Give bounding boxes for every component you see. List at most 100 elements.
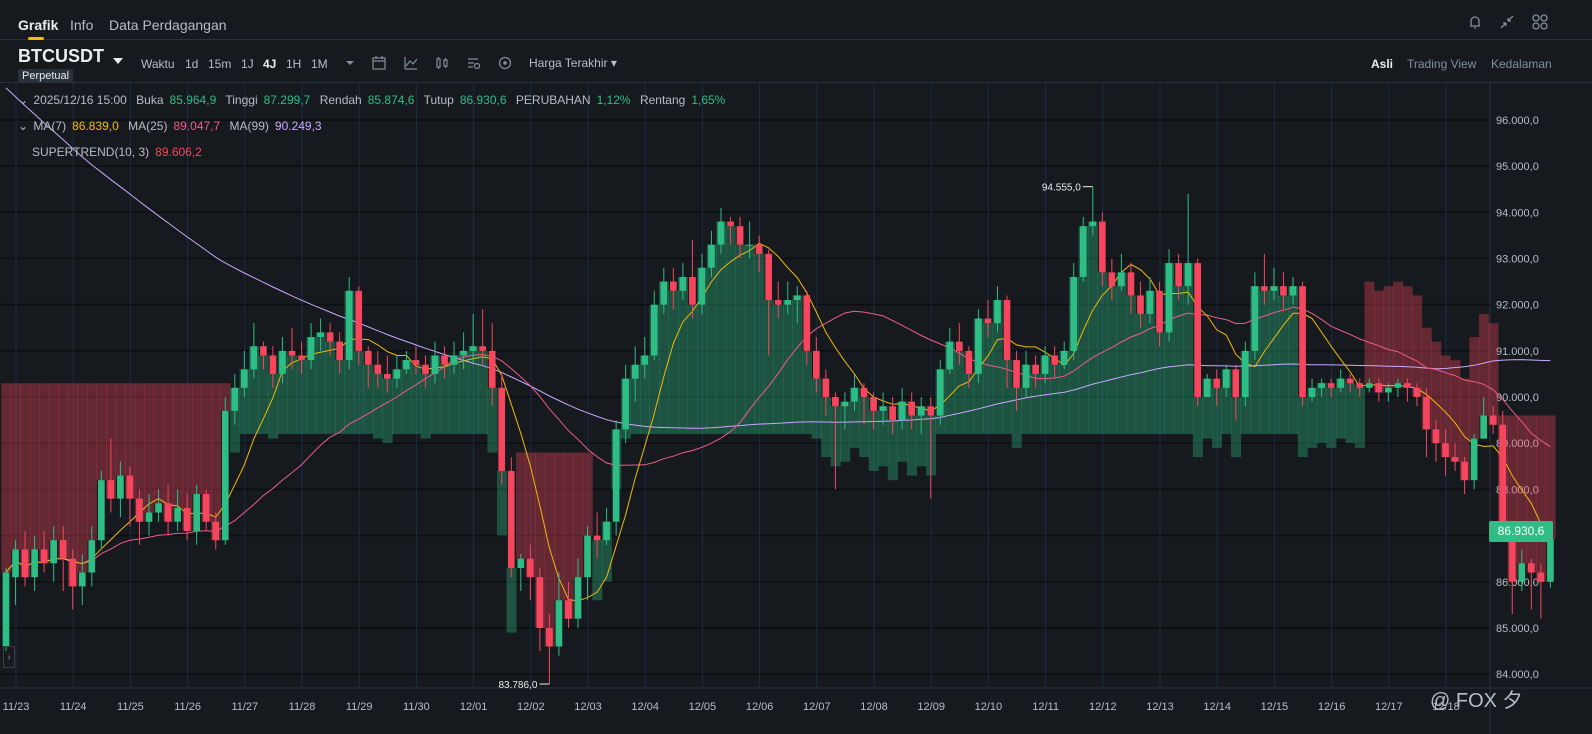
supertrend-fill: [1412, 295, 1423, 398]
supertrend-fill: [430, 355, 441, 434]
symbol-dropdown-caret-icon[interactable]: [113, 58, 123, 64]
timeframe-1m[interactable]: 1M: [311, 57, 328, 71]
supertrend-fill: [325, 341, 336, 434]
candle-body: [1060, 350, 1068, 365]
supertrend-fill: [1459, 378, 1470, 481]
supertrend-fill: [668, 290, 679, 434]
range-value: 1,65%: [691, 93, 726, 107]
supertrend-fill: [20, 383, 31, 578]
target-icon[interactable]: [497, 55, 513, 71]
supertrend-fill: [1164, 263, 1175, 434]
change-value: 1,12%: [596, 93, 631, 107]
tab-data-perdagangan[interactable]: Data Perdagangan: [109, 17, 227, 33]
supertrend-fill: [1383, 286, 1394, 388]
view-kedalaman[interactable]: Kedalaman: [1491, 57, 1552, 71]
x-tick-label: 12/15: [1261, 701, 1289, 713]
supertrend-fill: [1221, 369, 1232, 434]
supertrend-fill: [1126, 295, 1137, 434]
grid-layout-icon[interactable]: [1531, 13, 1549, 31]
candle-body: [784, 300, 792, 305]
candle-body: [555, 600, 563, 647]
supertrend-fill: [592, 540, 603, 601]
candle-body: [822, 378, 830, 398]
ma7-label: MA(7): [33, 119, 67, 133]
supertrend-fill: [868, 410, 879, 471]
ma7-line: [5, 242, 1551, 602]
supertrend-fill: [1021, 364, 1032, 434]
candle-body: [1451, 457, 1459, 462]
supertrend-fill: [449, 355, 460, 434]
candle-body: [832, 397, 839, 407]
candle-body: [1527, 563, 1535, 573]
symbol-title[interactable]: BTCUSDT: [18, 46, 104, 66]
candle-body: [193, 494, 201, 531]
extreme-marker-label: 94.555,0: [1042, 183, 1081, 194]
supertrend-fill: [554, 452, 565, 601]
calendar-icon[interactable]: [371, 55, 387, 71]
supertrend-fill: [96, 383, 107, 481]
candle-body: [851, 387, 858, 402]
indicator-line-icon[interactable]: [403, 55, 419, 71]
timeframe-1j[interactable]: 1J: [241, 57, 254, 71]
candlestick-chart[interactable]: 96.000,0 95.000,0 94.000,0 93.000,0 92.000,0…: [0, 83, 1592, 734]
y-tick-label: 91.000,0: [1496, 346, 1539, 358]
timeframe-1d[interactable]: 1d: [185, 57, 199, 71]
timeframe-more-caret-icon[interactable]: [342, 55, 358, 71]
supertrend-fill: [1211, 387, 1222, 448]
chart-toolbar: [0, 41, 1592, 83]
plot-area: [0, 83, 1490, 688]
supertrend-fill: [67, 383, 78, 587]
tab-info[interactable]: Info: [70, 17, 94, 33]
candle-body: [174, 507, 181, 522]
candle-body: [1251, 286, 1259, 351]
supertrend-fill: [1402, 286, 1413, 388]
ma25-label: MA(25): [128, 119, 168, 133]
candle-body: [1022, 364, 1030, 388]
settings-list-icon[interactable]: [466, 55, 482, 71]
candle-body: [1489, 415, 1497, 425]
supertrend-fill: [249, 346, 260, 434]
supertrend-fill: [1097, 272, 1108, 434]
timeframe-1h[interactable]: 1H: [286, 57, 302, 71]
expand-arrow-icon[interactable]: ›: [3, 646, 15, 668]
candle-body: [441, 355, 448, 365]
candle-body: [498, 387, 506, 471]
supertrend-fill: [1030, 373, 1041, 434]
y-tick-label: 94.000,0: [1496, 207, 1539, 219]
supertrend-fill: [220, 383, 231, 411]
view-asli[interactable]: Asli: [1371, 57, 1394, 71]
supertrend-fill: [916, 406, 927, 467]
supertrend-fill: [201, 383, 212, 522]
candle-body: [221, 410, 229, 541]
timeframe-15m[interactable]: 15m: [208, 57, 232, 71]
ma-collapse-icon[interactable]: ⌄: [18, 119, 29, 133]
view-trading-view[interactable]: Trading View: [1407, 57, 1477, 71]
supertrend-fill: [1, 383, 12, 573]
candle-type-icon[interactable]: [434, 55, 450, 71]
supertrend-fill: [1526, 415, 1537, 573]
x-tick-label: 12/02: [517, 701, 545, 713]
candle-body: [155, 503, 162, 513]
candle-body: [12, 549, 19, 578]
supertrend-fill: [439, 364, 450, 434]
candle-body: [1070, 276, 1078, 351]
timeframe-waktu[interactable]: Waktu: [141, 57, 175, 71]
legend-collapse-icon[interactable]: ⌄: [18, 93, 29, 107]
candle-body: [1499, 424, 1507, 527]
supertrend-fill: [525, 452, 536, 578]
candle-body: [1413, 387, 1421, 398]
supertrend-fill: [897, 401, 908, 462]
supertrend-fill: [1278, 295, 1289, 434]
candle-body: [1098, 221, 1106, 273]
timeframe-4j[interactable]: 4J: [263, 57, 277, 71]
supertrend-fill: [773, 304, 784, 434]
candle-body: [345, 290, 353, 361]
bell-icon[interactable]: [1466, 13, 1484, 31]
tab-grafik[interactable]: Grafik: [18, 17, 59, 33]
candle-body: [288, 350, 296, 356]
candle-body: [1508, 526, 1516, 582]
price-type-select[interactable]: Harga Terakhir ▾: [529, 56, 617, 70]
supertrend-value: 89.606,2: [155, 145, 202, 159]
collapse-icon[interactable]: [1498, 13, 1516, 31]
supertrend-fill: [468, 346, 479, 434]
